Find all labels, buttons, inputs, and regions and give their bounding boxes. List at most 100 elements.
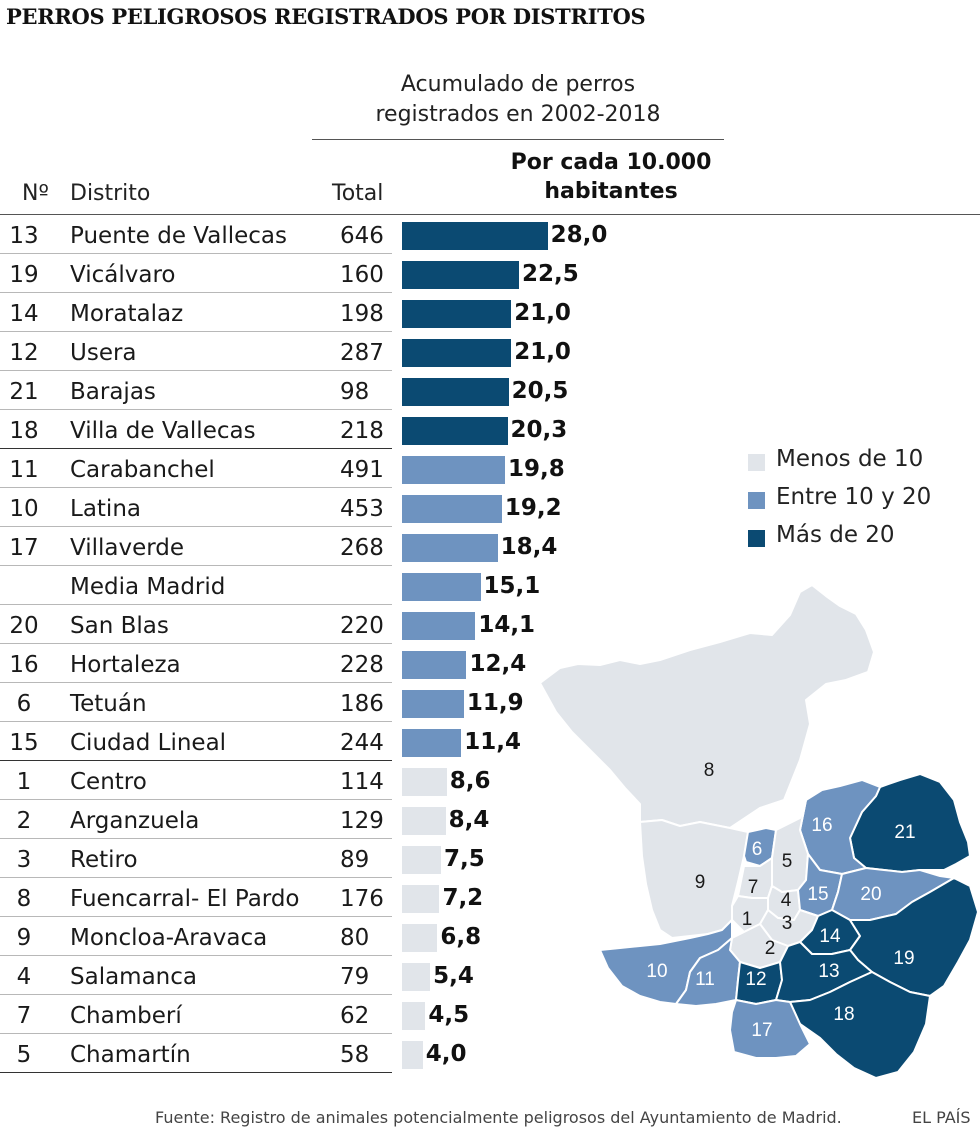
map-district-label: 3 — [782, 913, 793, 934]
bar — [402, 495, 502, 523]
map-district-label: 8 — [704, 760, 715, 781]
row-rule — [0, 331, 392, 332]
bar-value-label: 21,0 — [514, 339, 571, 365]
district-name: Usera — [70, 340, 137, 366]
bar — [402, 924, 438, 952]
map-district-label: 4 — [781, 890, 792, 911]
row-rule — [0, 526, 392, 527]
bar — [402, 534, 498, 562]
district-name: Chamberí — [70, 1003, 182, 1029]
district-number: 12 — [9, 340, 39, 366]
table-row: 5 Chamartín 58 4,0 — [0, 1036, 980, 1075]
bar — [402, 885, 440, 913]
bar-value-label: 28,0 — [550, 222, 608, 248]
header-num: Nº — [22, 181, 49, 206]
table-row: 14 Moratalaz 198 21,0 — [0, 295, 980, 334]
district-total: 176 — [340, 886, 384, 912]
row-rule — [0, 253, 392, 254]
legend-label-mid: Entre 10 y 20 — [776, 484, 932, 510]
bar — [402, 573, 481, 601]
district-total: 228 — [340, 652, 384, 678]
district-number: 7 — [16, 1003, 32, 1029]
legend-label-low: Menos de 10 — [776, 446, 924, 472]
table-row: 11 Carabanchel 491 19,8 — [0, 451, 980, 490]
district-number: 13 — [9, 223, 39, 249]
table-row: 17 Villaverde 268 18,4 — [0, 529, 980, 568]
district-total: 453 — [340, 496, 384, 522]
table-row: 16 Hortaleza 228 12,4 — [0, 646, 980, 685]
map-district-5 — [771, 799, 809, 893]
district-number: 10 — [9, 496, 39, 522]
legend-swatch-mid — [748, 492, 765, 509]
district-total: 646 — [340, 223, 384, 249]
table-row: 4 Salamanca 79 5,4 — [0, 958, 980, 997]
header-rule — [0, 214, 980, 215]
bar-value-label: 11,9 — [466, 690, 524, 716]
row-rule — [0, 955, 392, 956]
district-name: Tetuán — [70, 691, 147, 717]
table-row: 6 Tetuán 186 11,9 — [0, 685, 980, 724]
bar-value-label: 4,5 — [428, 1002, 470, 1028]
district-name: Fuencarral- El Pardo — [70, 886, 300, 912]
district-name: Chamartín — [70, 1042, 191, 1068]
bar-value-label: 21,0 — [514, 300, 571, 326]
row-rule — [0, 799, 392, 800]
district-total: 89 — [340, 847, 370, 873]
bar — [402, 846, 441, 874]
row-rule — [0, 370, 392, 371]
district-name: San Blas — [70, 613, 169, 639]
district-total: 491 — [340, 457, 384, 483]
row-rule — [0, 877, 392, 878]
district-total: 186 — [340, 691, 384, 717]
district-name: Villa de Vallecas — [70, 418, 256, 444]
row-rule — [0, 643, 392, 644]
row-rule — [0, 565, 392, 566]
table-row: 13 Puente de Vallecas 646 28,0 — [0, 217, 980, 256]
header-rate-line-1: Por cada 10.000 — [510, 150, 712, 175]
district-name: Centro — [70, 769, 147, 795]
bar-value-label: 8,6 — [449, 768, 491, 794]
district-number: 3 — [16, 847, 32, 873]
district-number: 5 — [16, 1042, 32, 1068]
map-district-label: 14 — [819, 926, 841, 947]
row-rule — [0, 292, 392, 293]
map-district-label: 7 — [748, 877, 759, 898]
bar-value-label: 4,0 — [425, 1041, 467, 1067]
row-rule — [0, 838, 392, 839]
bar — [402, 612, 476, 640]
bar — [402, 963, 431, 991]
header-distrito: Distrito — [70, 181, 151, 206]
legend-item-mid: Entre 10 y 20 — [748, 484, 968, 514]
district-number: 16 — [9, 652, 39, 678]
row-rule — [0, 994, 392, 995]
district-name: Moncloa-Aravaca — [70, 925, 268, 951]
row-rule — [0, 487, 392, 488]
map-district-18 — [789, 971, 931, 1079]
district-total: 220 — [340, 613, 384, 639]
bar — [402, 417, 508, 445]
legend-item-high: Más de 20 — [748, 522, 968, 552]
bar-value-label: 7,2 — [442, 885, 484, 911]
district-name: Latina — [70, 496, 141, 522]
district-number: 15 — [9, 730, 39, 756]
map-district-label: 11 — [695, 969, 715, 990]
table-row: 18 Villa de Vallecas 218 20,3 — [0, 412, 980, 451]
district-total: 160 — [340, 262, 384, 288]
map-district-label: 17 — [751, 1020, 772, 1041]
map-district-8 — [539, 584, 875, 829]
district-name: Carabanchel — [70, 457, 215, 483]
bar — [402, 651, 467, 679]
bar-value-label: 7,5 — [444, 846, 485, 872]
district-number: 11 — [9, 457, 39, 483]
district-name: Barajas — [70, 379, 156, 405]
bar-value-label: 11,4 — [464, 729, 522, 755]
table-row: 15 Ciudad Lineal 244 11,4 — [0, 724, 980, 763]
table-row: 10 Latina 453 19,2 — [0, 490, 980, 529]
row-rule — [0, 682, 392, 683]
table-row: 9 Moncloa-Aravaca 80 6,8 — [0, 919, 980, 958]
bar-value-label: 19,8 — [507, 456, 565, 482]
row-rule — [0, 721, 392, 722]
bar — [402, 222, 548, 250]
bar-value-label: 14,1 — [478, 612, 536, 638]
header-rate: Por cada 10.000 habitantes — [480, 148, 742, 206]
